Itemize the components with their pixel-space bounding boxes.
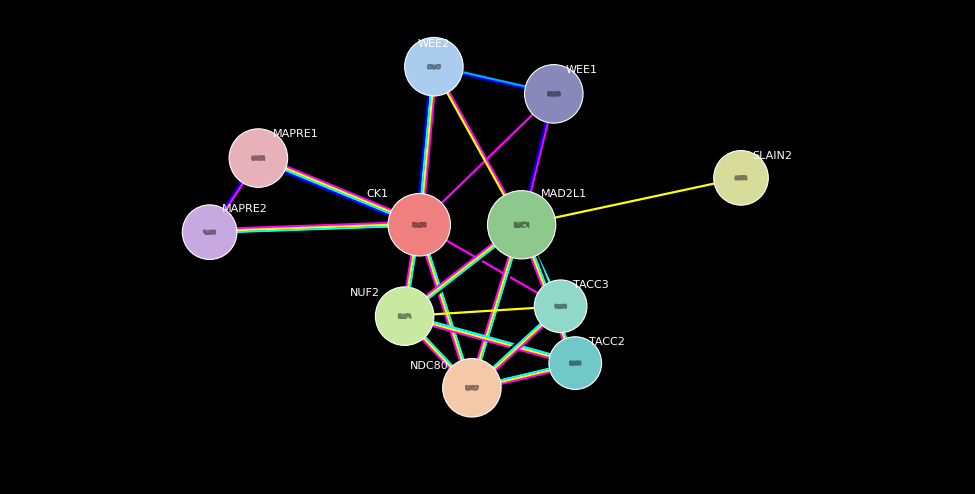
Text: NDC80: NDC80 xyxy=(410,362,449,371)
Ellipse shape xyxy=(182,205,237,259)
Text: WEE1: WEE1 xyxy=(566,65,598,75)
Ellipse shape xyxy=(534,280,587,332)
Ellipse shape xyxy=(549,337,602,389)
Text: TACC2: TACC2 xyxy=(589,337,625,347)
Ellipse shape xyxy=(488,191,556,259)
Text: MAPRE1: MAPRE1 xyxy=(273,129,319,139)
Text: WEE2: WEE2 xyxy=(418,40,449,49)
Text: CK1: CK1 xyxy=(366,189,388,199)
Ellipse shape xyxy=(443,359,501,417)
Ellipse shape xyxy=(525,65,583,123)
Text: NUF2: NUF2 xyxy=(350,288,380,298)
Ellipse shape xyxy=(405,38,463,96)
Ellipse shape xyxy=(229,129,288,187)
Text: TACC3: TACC3 xyxy=(573,280,609,290)
Text: MAPRE2: MAPRE2 xyxy=(222,205,268,214)
Ellipse shape xyxy=(388,194,450,256)
Text: MAD2L1: MAD2L1 xyxy=(541,189,587,199)
Ellipse shape xyxy=(714,151,768,205)
Ellipse shape xyxy=(375,287,434,345)
Text: SLAIN2: SLAIN2 xyxy=(753,151,793,161)
